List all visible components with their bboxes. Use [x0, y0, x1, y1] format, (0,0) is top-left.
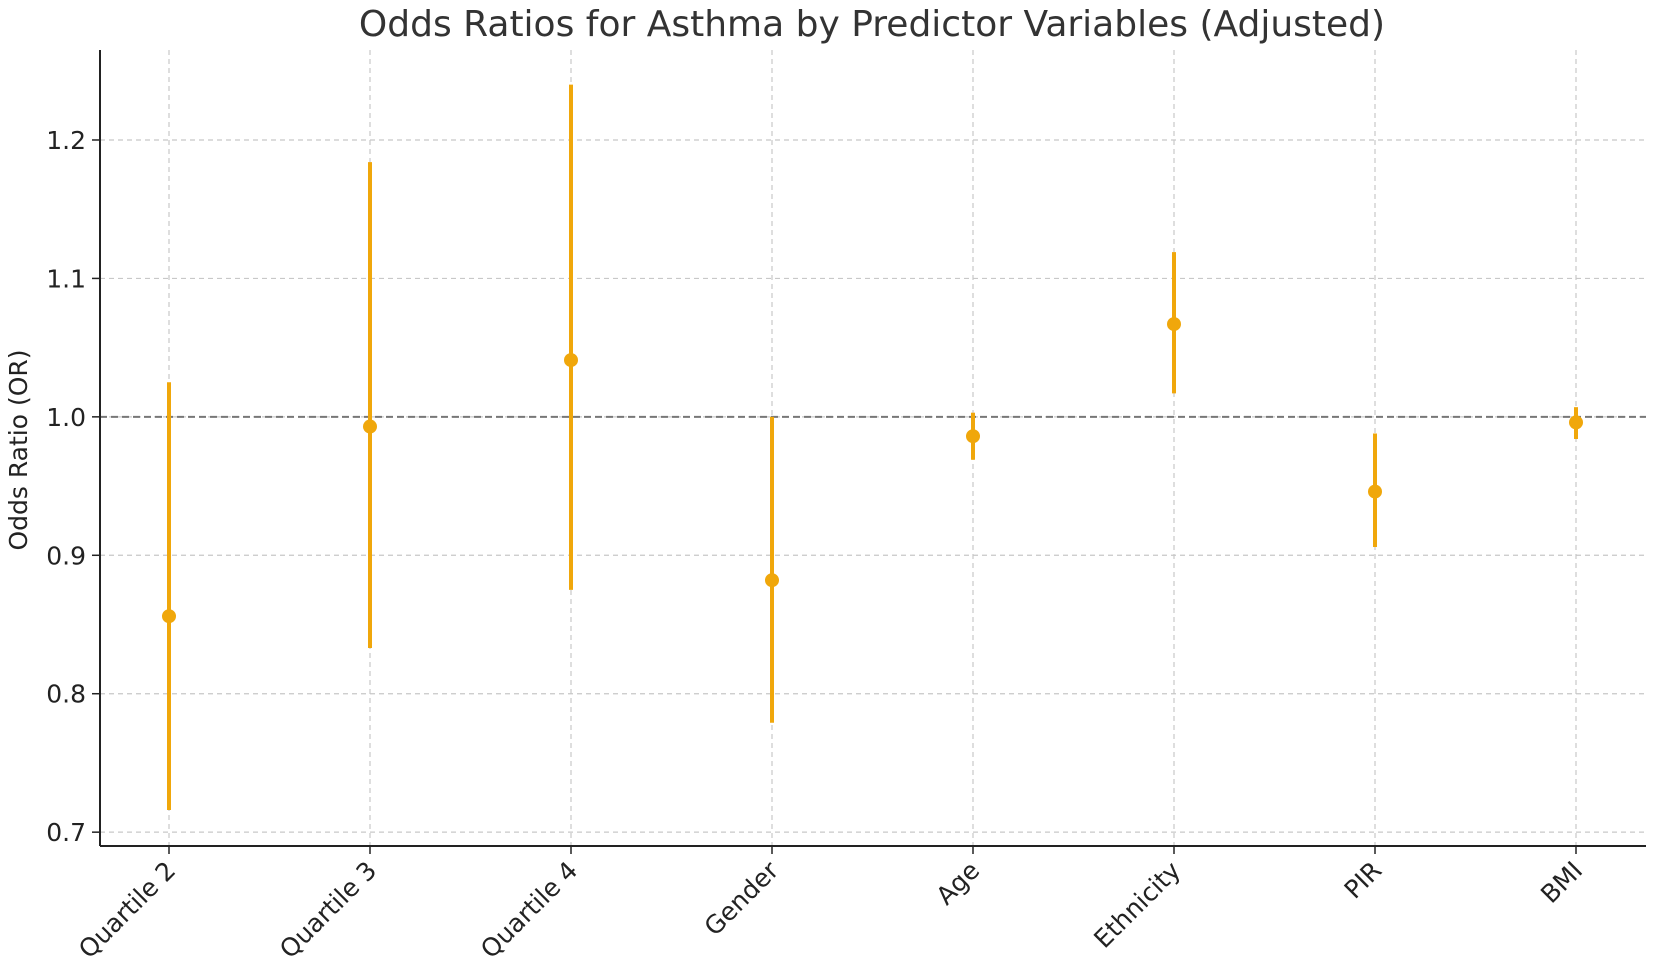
- x-tick-label: Age: [931, 856, 986, 911]
- labels-layer: 0.7 0.8 0.9 1.0 1.1 1.2 Quartile 2 Quartile 3 Qu…: [46, 126, 1588, 964]
- y-tick-label: 0.9: [46, 541, 86, 570]
- data-point: [1167, 317, 1181, 332]
- y-tick-label: 0.7: [46, 818, 86, 847]
- data-point: [966, 429, 980, 444]
- x-tick-label: Quartile 2: [73, 856, 181, 964]
- data-point: [1368, 484, 1382, 499]
- x-tick-label: Quartile 3: [274, 856, 382, 964]
- y-tick-label: 1.1: [46, 264, 86, 293]
- y-tick-label: 1.0: [46, 403, 86, 432]
- x-tick-label: Gender: [699, 855, 785, 941]
- x-tick-label: Quartile 4: [475, 856, 583, 964]
- y-tick-label: 1.2: [46, 126, 86, 155]
- y-tick-label: 0.8: [46, 680, 86, 709]
- marks-layer: [162, 84, 1583, 811]
- x-tick-label: Ethnicity: [1088, 856, 1186, 954]
- data-point: [162, 609, 176, 624]
- grid-layer: [100, 50, 1646, 846]
- data-point: [765, 573, 779, 588]
- axes-layer: [92, 50, 1646, 854]
- x-tick-label: BMI: [1535, 856, 1588, 909]
- data-point: [1569, 415, 1583, 430]
- data-point: [363, 419, 377, 434]
- x-tick-label: PIR: [1339, 856, 1388, 905]
- data-point: [564, 353, 578, 368]
- y-axis-label: Odds Ratio (OR): [4, 349, 33, 550]
- chart-title: Odds Ratios for Asthma by Predictor Vari…: [359, 4, 1385, 45]
